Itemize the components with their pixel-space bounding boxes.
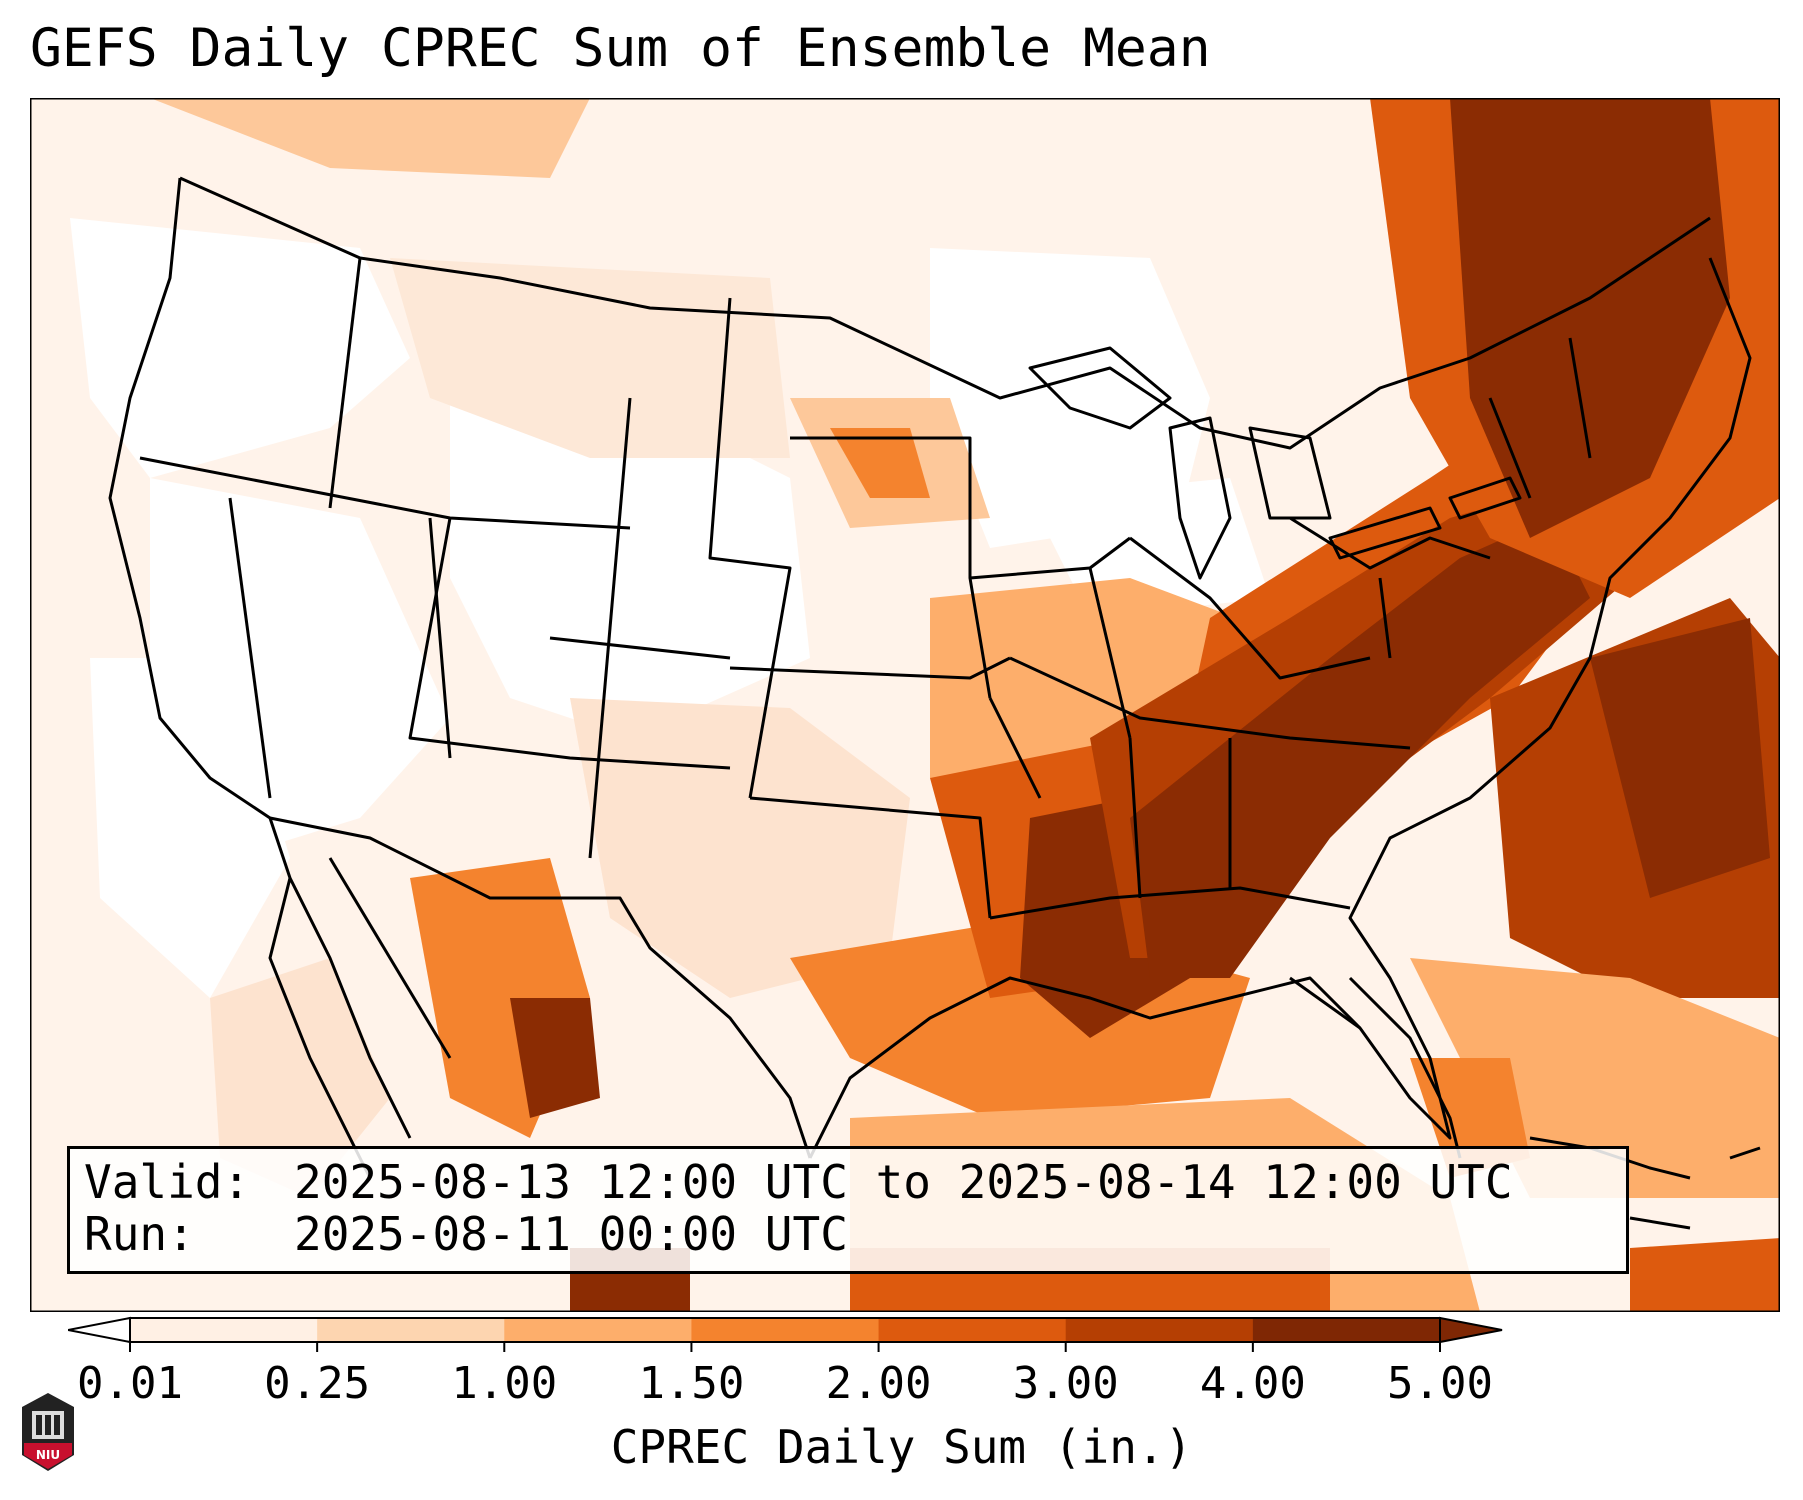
colorbar: 0.01 0.25 1.00 1.50 2.00 3.00 4.00 5.00	[67, 1312, 1738, 1442]
colorbar-tick-label: 1.50	[638, 1358, 744, 1409]
colorbar-max-extension	[1439, 1316, 1503, 1344]
colorbar-tick-label: 4.00	[1200, 1358, 1306, 1409]
colorbar-outline	[129, 1317, 1441, 1343]
colorbar-tick-label: 2.00	[826, 1358, 932, 1409]
colorbar-segment	[130, 1318, 318, 1342]
logo-text: NIU	[36, 1448, 60, 1462]
colorbar-tick-label: 0.01	[77, 1358, 183, 1409]
valid-label: Valid:	[84, 1155, 251, 1209]
run-value: 2025-08-11 00:00 UTC	[294, 1207, 848, 1261]
map-title: GEFS Daily CPREC Sum of Ensemble Mean	[30, 18, 1211, 79]
colorbar-tick-label: 0.25	[264, 1358, 370, 1409]
precipitation-map	[30, 98, 1780, 1312]
run-label: Run:	[84, 1207, 195, 1261]
boundaries	[108, 176, 1761, 1230]
colorbar-tick-label: 5.00	[1387, 1358, 1493, 1409]
colorbar-segment	[878, 1318, 1067, 1342]
run-line: Run: 2025-08-11 00:00 UTC	[84, 1207, 848, 1261]
colorbar-min-extension	[67, 1316, 131, 1344]
valid-line: Valid: 2025-08-13 12:00 UTC to 2025-08-14…	[84, 1155, 1513, 1209]
run-info-box: Valid: 2025-08-13 12:00 UTC to 2025-08-14…	[67, 1146, 1629, 1274]
colorbar-tick-label: 3.00	[1013, 1358, 1119, 1409]
colorbar-label: CPREC Daily Sum (in.)	[610, 1420, 1193, 1474]
colorbar-segment	[1065, 1318, 1254, 1342]
colorbar-segment	[317, 1318, 505, 1342]
colorbar-tick-label: 1.00	[451, 1358, 557, 1409]
colorbar-segment	[691, 1318, 880, 1342]
valid-value: 2025-08-13 12:00 UTC to 2025-08-14 12:00…	[294, 1155, 1513, 1209]
colorbar-segment	[1252, 1318, 1441, 1342]
niu-logo: NIU	[20, 1385, 76, 1475]
colorbar-segment	[504, 1318, 692, 1342]
